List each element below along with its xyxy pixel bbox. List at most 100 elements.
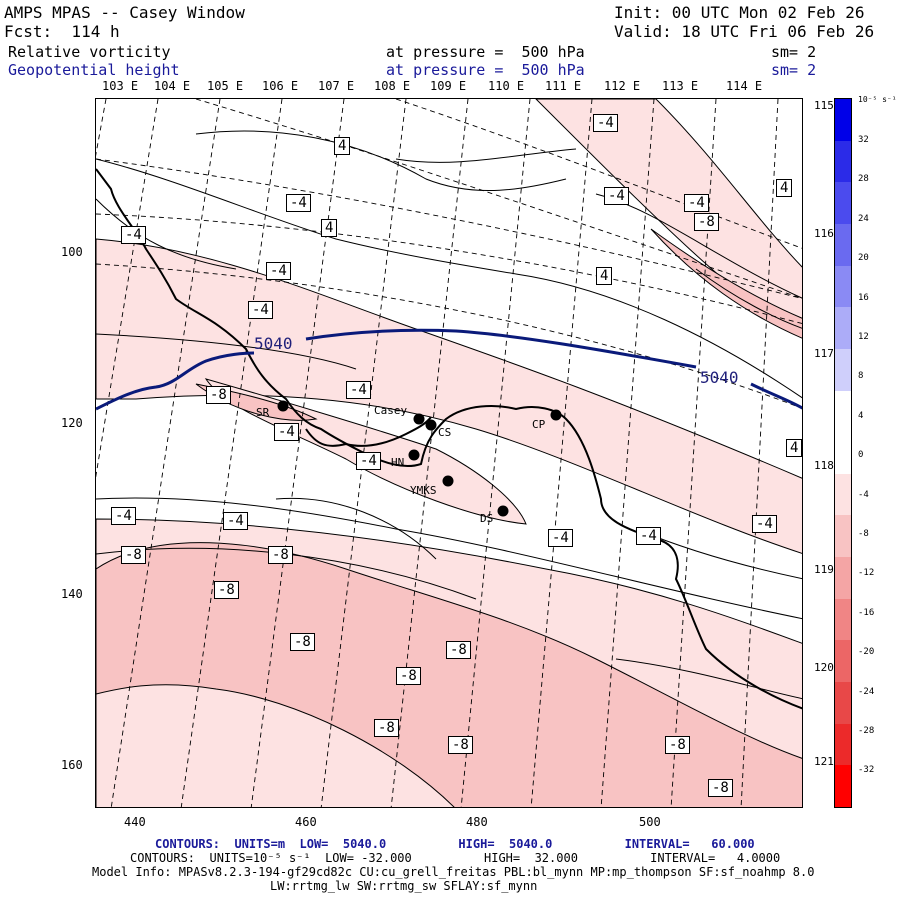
vorticity-contour-label: -4 — [346, 381, 371, 399]
colorbar-segment — [835, 473, 851, 516]
colorbar-segment — [835, 723, 851, 766]
colorbar-label: -16 — [858, 607, 875, 618]
colorbar-label: -8 — [858, 529, 869, 539]
field2-name: Geopotential height — [8, 61, 180, 79]
vorticity-contour-label: -4 — [684, 194, 709, 212]
station-label: Casey — [374, 404, 408, 417]
longitude-label: 116 E — [814, 227, 848, 240]
colorbar-label: 0 — [858, 450, 864, 461]
station-marker — [442, 475, 454, 487]
vorticity-contour-label: -4 — [356, 452, 381, 470]
station-label: YMKS — [410, 484, 437, 497]
vorticity-contour-label: -8 — [694, 213, 719, 231]
colorbar-segment — [835, 515, 851, 558]
colorbar-label: 4 — [858, 410, 864, 421]
vorticity-contour-label: 4 — [321, 219, 338, 237]
longitude-label: 114 E — [726, 79, 763, 93]
station-marker — [425, 419, 437, 431]
longitude-label: 110 E — [488, 79, 525, 93]
vorticity-contour-label: -8 — [206, 386, 231, 404]
vorticity-contour-label: -8 — [268, 546, 293, 564]
colorbar-segment — [835, 598, 851, 641]
vorticity-contour-label: -8 — [665, 736, 690, 754]
vorticity-contour-label: -8 — [374, 719, 399, 737]
colorbar-label: 20 — [858, 253, 869, 264]
station-label: CP — [532, 418, 546, 431]
colorbar-segment — [835, 223, 851, 267]
longitude-label: 113 E — [662, 79, 699, 93]
colorbar-unit: 10⁻⁵ s⁻¹ — [858, 95, 897, 104]
x-tick-label: 500 — [639, 815, 661, 829]
vorticity-contour-label: -4 — [636, 527, 661, 545]
height-label: 5040 — [254, 334, 293, 353]
colorbar-label: -20 — [858, 647, 875, 658]
longitude-label: 107 E — [318, 79, 355, 93]
vorticity-contour-label: -4 — [266, 262, 291, 280]
vorticity-contour-label: -4 — [223, 512, 248, 530]
longitude-label: 112 E — [604, 79, 641, 93]
height-label: 5040 — [700, 368, 739, 387]
y-tick-label: 140 — [61, 587, 83, 601]
station-marker — [277, 400, 289, 412]
vorticity-contour-label: -8 — [290, 633, 315, 651]
longitude-label: 103 E — [102, 79, 139, 93]
colorbar-label: 32 — [858, 135, 869, 145]
vorticity-band-neg4-ne — [535, 99, 802, 339]
colorbar-segment — [835, 348, 851, 392]
vorticity-contour-label: -4 — [548, 529, 573, 547]
x-tick-label: 460 — [295, 815, 317, 829]
coastline — [96, 168, 802, 710]
vorticity-contour-label: -4 — [593, 114, 618, 132]
y-tick-label: 120 — [61, 416, 83, 430]
vorticity-contour-label: -8 — [214, 581, 239, 599]
longitude-label: 106 E — [262, 79, 299, 93]
longitude-label: 118 E — [814, 459, 848, 472]
colorbar-label: -28 — [858, 726, 875, 736]
station-marker — [497, 505, 509, 517]
longitude-label: 121 E — [814, 755, 848, 768]
vorticity-contour-label: 4 — [334, 137, 351, 155]
vorticity-contour-label: -8 — [121, 546, 146, 564]
colorbar-label: 12 — [858, 332, 869, 342]
colorbar-label: 24 — [858, 213, 869, 224]
longitude-label: 108 E — [374, 79, 411, 93]
colorbar-segment — [835, 99, 851, 142]
field1-smoothing: sm= 2 — [771, 43, 817, 61]
colorbar-segment — [835, 182, 851, 225]
x-tick-label: 480 — [466, 815, 488, 829]
station-marker — [408, 449, 420, 461]
vorticity-contour-label: -8 — [448, 736, 473, 754]
colorbar-label: 8 — [858, 371, 864, 382]
colorbar-segment — [835, 557, 851, 600]
vorticity-contour-label: -4 — [121, 226, 146, 244]
longitude-label: 117 E — [814, 347, 848, 360]
model-info-physics: LW:rrtmg_lw SW:rrtmg_sw SFLAY:sf_mynn — [270, 879, 538, 893]
field2-smoothing: sm= 2 — [771, 61, 817, 79]
init-time: Init: 00 UTC Mon 02 Feb 26 — [614, 3, 865, 22]
model-info: Model Info: MPASv8.2.3-194-gf29cd82c CU:… — [92, 865, 815, 879]
vorticity-contour-label: -4 — [286, 194, 311, 212]
station-label: CS — [438, 426, 452, 439]
map-title: AMPS MPAS -- Casey Window — [4, 3, 245, 22]
colorbar-label: 28 — [858, 174, 869, 185]
valid-time: Valid: 18 UTC Fri 06 Feb 26 — [614, 22, 875, 41]
field1-name: Relative vorticity — [8, 43, 171, 61]
y-tick-label: 160 — [61, 758, 83, 772]
colorbar-segment — [835, 640, 851, 683]
colorbar-label: -12 — [858, 568, 875, 579]
colorbar — [834, 98, 852, 808]
vorticity-contour-label: -4 — [752, 515, 777, 533]
vorticity-contour-label: -4 — [248, 301, 273, 319]
longitude-label: 109 E — [430, 79, 467, 93]
station-marker — [550, 409, 562, 421]
geopotential-height-contour — [96, 328, 802, 411]
vorticity-contour-label: -8 — [396, 667, 421, 685]
vorticity-contour-label: -4 — [604, 187, 629, 205]
contour-info-vorticity: CONTOURS: UNITS=10⁻⁵ s⁻¹ LOW= -32.000 HI… — [130, 851, 781, 865]
vorticity-contour-lines — [96, 130, 802, 700]
colorbar-label: 16 — [858, 292, 869, 303]
forecast-hour: Fcst: 114 h — [4, 22, 120, 41]
longitude-label: 115 E — [814, 99, 848, 112]
station-label: HN — [391, 456, 405, 469]
vorticity-contour-label: -8 — [708, 779, 733, 797]
